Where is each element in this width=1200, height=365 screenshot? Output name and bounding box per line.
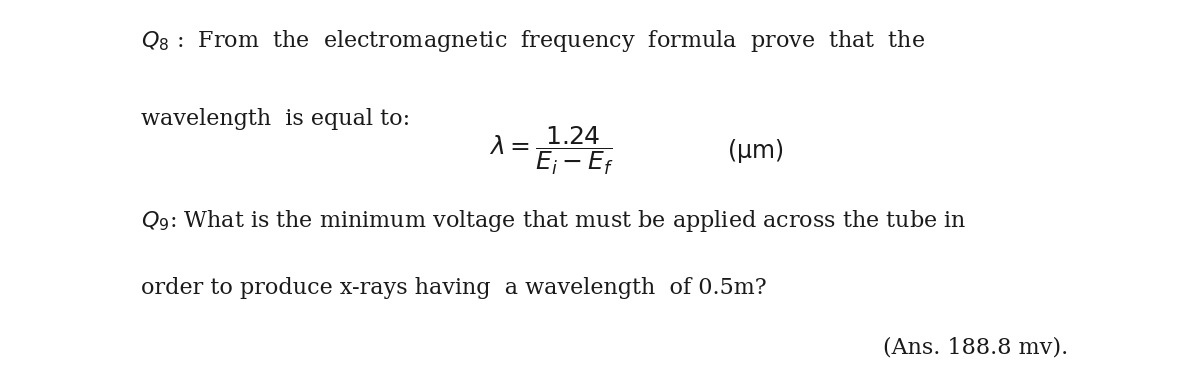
Text: (Ans. 188.8 mv).: (Ans. 188.8 mv).	[883, 336, 1069, 358]
Text: $\lambda = \dfrac{1.24}{E_i - E_f}$: $\lambda = \dfrac{1.24}{E_i - E_f}$	[488, 125, 613, 177]
Text: order to produce x-rays having  a wavelength  of 0.5m?: order to produce x-rays having a wavelen…	[140, 277, 767, 299]
Text: $Q_9$: What is the minimum voltage that must be applied across the tube in: $Q_9$: What is the minimum voltage that …	[140, 208, 966, 234]
Text: $\mathrm{(\mu m)}$: $\mathrm{(\mu m)}$	[712, 137, 784, 165]
Text: wavelength  is equal to:: wavelength is equal to:	[140, 108, 410, 130]
Text: $Q_8$ :  From  the  electromagnetic  frequency  formula  prove  that  the: $Q_8$ : From the electromagnetic frequen…	[140, 28, 925, 54]
